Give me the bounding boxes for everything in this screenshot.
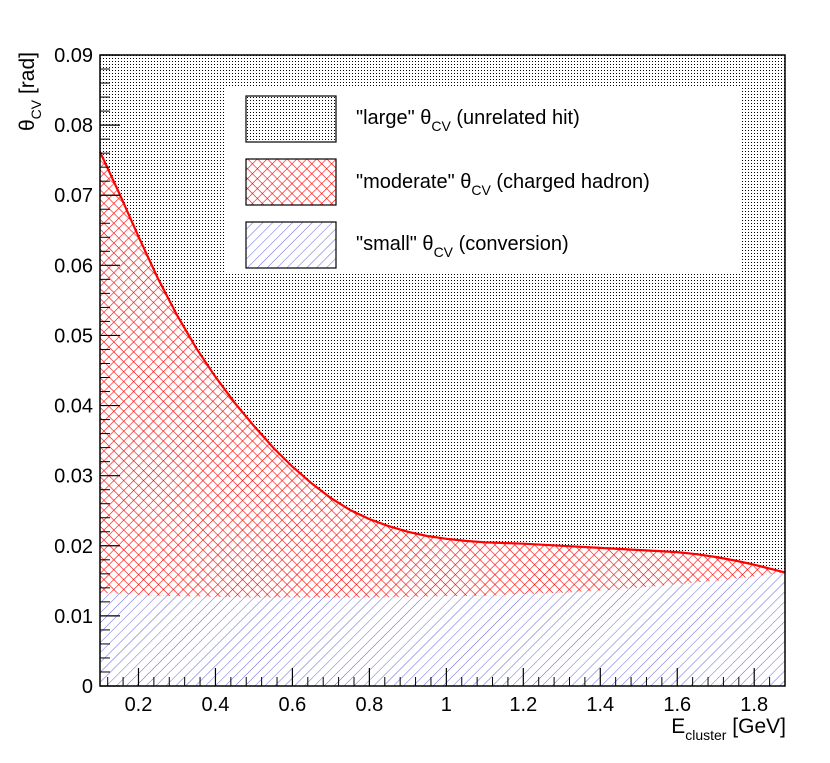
legend-label-large: "large" θCV (unrelated hit) — [356, 107, 580, 134]
y-tick-label: 0.06 — [54, 255, 93, 277]
x-tick-label: 0.8 — [355, 694, 383, 716]
x-tick-label: 0.6 — [279, 694, 307, 716]
series-moderate-boundary-line — [99, 151, 786, 574]
y-axis: 0 0.01 0.02 0.03 0.04 0.05 0.06 0.07 0.08 0.09 — [54, 45, 120, 698]
y-tick-label: 0.07 — [54, 185, 93, 207]
x-axis-title-main: E — [671, 715, 685, 738]
series-small-area — [100, 572, 785, 686]
legend-label-moderate-pre: "moderate" θ — [356, 171, 471, 193]
x-tick-label: 1.6 — [663, 694, 691, 716]
legend-label-large-sub: CV — [431, 118, 451, 134]
legend-label-small-pre: "small" θ — [356, 233, 434, 255]
x-axis-title: Ecluster [GeV] — [671, 715, 786, 743]
y-tick-label: 0.08 — [54, 115, 93, 137]
y-tick-label: 0.09 — [54, 45, 93, 67]
plot-frame — [99, 54, 786, 687]
y-tick-label: 0.02 — [54, 536, 93, 558]
y-tick-label: 0.04 — [54, 396, 93, 418]
x-tick-label: 1.4 — [586, 694, 614, 716]
x-axis-title-unit: [GeV] — [726, 715, 786, 738]
legend-label-large-post: (unrelated hit) — [451, 107, 580, 129]
y-axis-title: θCV [rad] — [16, 52, 44, 131]
y-axis-title-sub: CV — [28, 99, 44, 119]
legend-swatch-small — [245, 221, 337, 269]
legend-label-small-sub: CV — [434, 244, 454, 260]
x-tick-label: 0.2 — [125, 694, 153, 716]
legend-label-small: "small" θCV (conversion) — [356, 233, 569, 260]
y-tick-label: 0.01 — [54, 606, 93, 628]
x-tick-label: 1.8 — [740, 694, 768, 716]
legend: "large" θCV (unrelated hit) "moderate" θ… — [224, 86, 740, 274]
legend-label-moderate-post: (charged hadron) — [491, 171, 650, 193]
legend-swatch-large — [245, 95, 337, 143]
y-tick-label: 0 — [82, 676, 93, 698]
legend-label-moderate-sub: CV — [471, 182, 491, 198]
legend-swatch-moderate — [245, 158, 337, 206]
y-axis-title-unit: [rad] — [16, 52, 39, 100]
x-tick-label: 1.2 — [509, 694, 537, 716]
y-axis-title-main: θ — [16, 119, 39, 131]
y-tick-label: 0.03 — [54, 466, 93, 488]
y-tick-label: 0.05 — [54, 325, 93, 347]
x-axis-title-sub: cluster — [685, 727, 727, 743]
series-moderate-area — [100, 151, 785, 598]
x-tick-label: 0.4 — [202, 694, 230, 716]
legend-label-moderate: "moderate" θCV (charged hadron) — [356, 171, 650, 198]
x-tick-label: 1 — [441, 694, 452, 716]
legend-label-large-pre: "large" θ — [356, 107, 431, 129]
x-axis: 0.2 0.4 0.6 0.8 1 1.2 1.4 1.6 1.8 — [107, 668, 786, 716]
legend-label-small-post: (conversion) — [453, 233, 569, 255]
